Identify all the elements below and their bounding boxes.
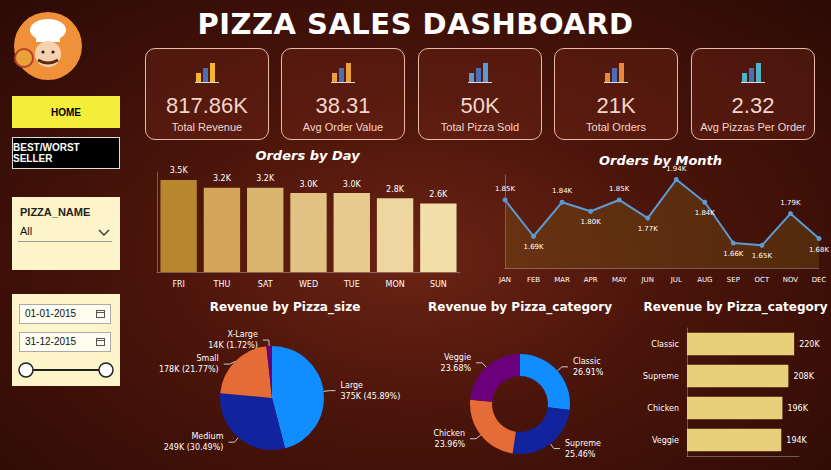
html-text:38.31: 38.31 <box>315 93 371 118</box>
svg-text:Orders by Day: Orders by Day <box>255 148 360 163</box>
svg-text:2.6K: 2.6K <box>429 190 448 199</box>
svg-text:2.8K: 2.8K <box>386 185 405 194</box>
svg-text:3.0K: 3.0K <box>343 180 362 189</box>
html-text:Total Pizza Sold: Total Pizza Sold <box>440 121 520 133</box>
svg-text:1.85K: 1.85K <box>609 185 630 193</box>
svg-text:Orders by Month: Orders by Month <box>599 153 722 168</box>
svg-text:Veggie: Veggie <box>652 436 679 445</box>
svg-text:3.0K: 3.0K <box>300 180 319 189</box>
svg-text:208K: 208K <box>793 372 814 381</box>
svg-text:WED: WED <box>299 280 318 289</box>
svg-text:Classic: Classic <box>573 357 601 366</box>
svg-text:3.5K: 3.5K <box>170 166 189 175</box>
svg-text:DEC: DEC <box>812 276 827 284</box>
html-text:01-01-2015: 01-01-2015 <box>25 308 77 319</box>
html-text:Avg Order Value: Avg Order Value <box>302 121 384 133</box>
svg-text:AUG: AUG <box>697 276 712 284</box>
html-text:Avg Pizzas Per Order: Avg Pizzas Per Order <box>700 121 806 133</box>
svg-text:26.91%: 26.91% <box>573 368 604 377</box>
svg-text:Large: Large <box>341 381 364 390</box>
html-text:Total Orders: Total Orders <box>586 121 646 133</box>
svg-text:23.96%: 23.96% <box>435 440 466 449</box>
svg-text:14K (1.72%): 14K (1.72%) <box>208 341 258 350</box>
svg-text:1.85K: 1.85K <box>495 185 516 193</box>
svg-text:JAN: JAN <box>498 276 511 284</box>
svg-text:JUN: JUN <box>641 276 654 284</box>
html-text:Total Revenue: Total Revenue <box>171 121 243 133</box>
svg-text:MAY: MAY <box>612 276 627 284</box>
svg-text:SAT: SAT <box>258 280 273 289</box>
svg-text:375K (45.89%): 375K (45.89%) <box>341 392 401 401</box>
svg-text:NOV: NOV <box>783 276 799 284</box>
html-text:31-12-2015: 31-12-2015 <box>25 336 77 347</box>
html-text:21K: 21K <box>596 93 636 118</box>
svg-text:1.69K: 1.69K <box>523 243 544 251</box>
svg-text:1.84K: 1.84K <box>695 209 716 217</box>
svg-text:SUN: SUN <box>430 280 447 289</box>
svg-text:1.65K: 1.65K <box>752 252 773 260</box>
svg-text:X-Large: X-Large <box>227 330 258 339</box>
svg-text:25.46%: 25.46% <box>565 450 596 459</box>
svg-text:Supreme: Supreme <box>643 372 679 381</box>
svg-text:1.80K: 1.80K <box>581 218 602 226</box>
svg-text:194K: 194K <box>786 436 807 445</box>
html-text:PIZZA_NAME: PIZZA_NAME <box>20 206 91 218</box>
svg-text:THU: THU <box>213 280 231 289</box>
svg-text:Chicken: Chicken <box>647 404 679 413</box>
svg-text:Supreme: Supreme <box>565 439 601 448</box>
svg-text:Classic: Classic <box>651 340 679 349</box>
svg-text:JUL: JUL <box>670 276 682 284</box>
svg-text:Revenue by Pizza_category: Revenue by Pizza_category <box>644 300 828 315</box>
html-text:BEST/WORST SELLER: BEST/WORST SELLER <box>13 142 80 164</box>
svg-text:Revenue by Pizza_size: Revenue by Pizza_size <box>210 300 361 315</box>
svg-text:Medium: Medium <box>191 432 223 441</box>
svg-text:1.68K: 1.68K <box>809 246 830 254</box>
html-text:All: All <box>20 225 33 237</box>
svg-text:1.84K: 1.84K <box>552 187 573 195</box>
svg-text:23.68%: 23.68% <box>441 364 472 373</box>
svg-text:1.94K: 1.94K <box>666 164 687 173</box>
svg-text:1.79K: 1.79K <box>780 199 801 207</box>
svg-text:FEB: FEB <box>527 276 540 284</box>
html-text:2.32: 2.32 <box>731 93 775 118</box>
html-text:50K: 50K <box>460 93 500 118</box>
svg-text:SEP: SEP <box>727 276 740 284</box>
html-text:HOME: HOME <box>51 106 81 118</box>
svg-text:Chicken: Chicken <box>433 429 465 438</box>
svg-text:MAR: MAR <box>554 276 570 284</box>
svg-text:220K: 220K <box>799 340 820 349</box>
svg-text:FRI: FRI <box>172 280 185 289</box>
svg-text:178K (21.77%): 178K (21.77%) <box>159 365 219 374</box>
svg-text:Small: Small <box>197 354 219 363</box>
svg-text:3.2K: 3.2K <box>213 174 232 183</box>
svg-text:TUE: TUE <box>343 280 360 289</box>
svg-text:MON: MON <box>385 280 404 289</box>
svg-text:Revenue by Pizza_category: Revenue by Pizza_category <box>428 300 612 315</box>
svg-text:Veggie: Veggie <box>444 353 471 362</box>
svg-text:249K (30.49%): 249K (30.49%) <box>164 443 224 452</box>
svg-text:APR: APR <box>584 276 598 284</box>
html-text:PIZZA SALES DASHBOARD: PIZZA SALES DASHBOARD <box>197 7 634 41</box>
svg-text:OCT: OCT <box>755 276 770 284</box>
svg-text:1.66K: 1.66K <box>723 250 744 258</box>
html-text:817.86K: 817.86K <box>166 93 248 118</box>
svg-text:1.77K: 1.77K <box>638 225 659 233</box>
svg-text:3.2K: 3.2K <box>256 174 275 183</box>
svg-text:196K: 196K <box>787 404 808 413</box>
